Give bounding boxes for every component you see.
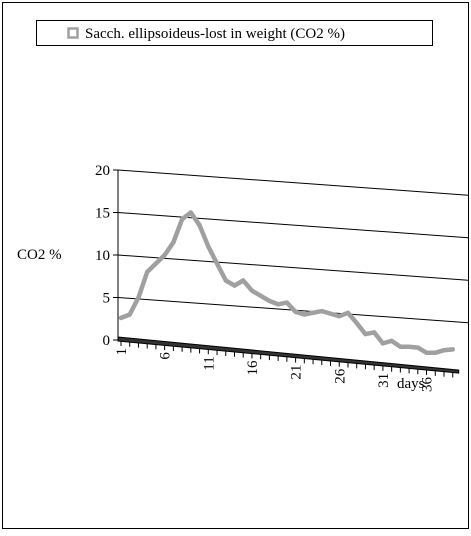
data-point	[284, 300, 290, 305]
x-axis-floor	[117, 336, 460, 374]
y-tick-label: 10	[95, 248, 110, 264]
data-point	[372, 330, 377, 335]
data-point	[153, 261, 159, 266]
data-point	[398, 344, 403, 349]
data-point	[136, 295, 141, 300]
data-point	[232, 283, 237, 288]
data-point	[188, 210, 193, 215]
legend-swatch	[67, 27, 79, 39]
data-point	[275, 302, 281, 307]
data-point	[171, 240, 176, 245]
data-point	[310, 310, 316, 315]
x-tick-label: 6	[158, 352, 174, 360]
data-point	[293, 309, 298, 315]
y-tick-label: 0	[103, 333, 111, 349]
y-tick-label: 5	[103, 291, 111, 307]
data-point	[441, 348, 447, 353]
y-tick-label: 15	[95, 206, 110, 222]
data-point	[354, 320, 359, 326]
gridline	[117, 169, 469, 196]
data-point	[450, 347, 455, 352]
data-point	[363, 331, 368, 337]
data-point	[389, 338, 394, 344]
data-point	[433, 350, 438, 355]
data-point	[118, 315, 124, 321]
data-point	[424, 350, 429, 355]
data-point	[241, 278, 246, 283]
data-point	[267, 298, 272, 304]
series-layer	[118, 210, 455, 356]
y-tick-labels: 0 5 10 15 20	[95, 163, 110, 349]
chart-border	[2, 2, 469, 529]
x-tick-label: 26	[332, 368, 348, 384]
data-point	[223, 278, 228, 283]
data-point	[249, 288, 255, 293]
x-tick-label: 21	[289, 365, 305, 380]
gridline	[117, 254, 469, 281]
axes	[113, 169, 460, 378]
legend: Sacch. ellipsoideus-lost in weight (CO2 …	[36, 20, 433, 46]
data-point	[179, 217, 185, 222]
x-tick-label: 31	[376, 373, 392, 388]
x-axis-label: days	[397, 376, 425, 392]
data-point	[406, 344, 412, 349]
data-point	[328, 311, 333, 316]
data-point	[214, 261, 220, 266]
data-point	[145, 269, 150, 275]
data-point	[302, 312, 307, 317]
data-point	[162, 252, 167, 258]
legend-box	[36, 20, 433, 46]
data-point	[197, 223, 202, 228]
y-tick-label: 20	[95, 163, 110, 179]
gridline	[117, 212, 469, 239]
data-point	[345, 310, 351, 315]
x-tick-label: 16	[245, 360, 261, 376]
data-point	[415, 345, 420, 350]
data-point	[206, 244, 211, 249]
data-point	[258, 293, 263, 298]
data-point	[337, 314, 342, 319]
x-tick-label: 1	[114, 348, 130, 356]
legend-label: Sacch. ellipsoideus-lost in weight (CO2 …	[85, 26, 345, 42]
x-tick-label: 36	[420, 377, 436, 393]
data-point	[380, 341, 386, 346]
data-point	[127, 312, 132, 317]
x-tick-label: 11	[201, 356, 217, 370]
y-axis-label: CO2 %	[17, 247, 62, 263]
data-point	[319, 308, 324, 314]
